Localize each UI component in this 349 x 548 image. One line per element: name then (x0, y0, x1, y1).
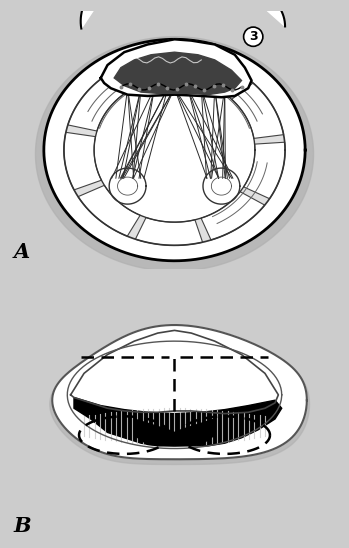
Polygon shape (67, 341, 282, 448)
Polygon shape (78, 185, 140, 236)
Polygon shape (52, 325, 307, 459)
Polygon shape (44, 39, 305, 261)
Polygon shape (64, 132, 102, 190)
Polygon shape (36, 37, 313, 271)
Polygon shape (70, 330, 279, 414)
Polygon shape (94, 78, 255, 222)
Polygon shape (114, 52, 242, 95)
Polygon shape (242, 0, 285, 26)
Polygon shape (182, 55, 247, 95)
Polygon shape (134, 419, 215, 446)
Text: B: B (14, 516, 31, 536)
Polygon shape (112, 55, 176, 91)
Polygon shape (50, 328, 310, 465)
Polygon shape (232, 83, 284, 139)
Polygon shape (74, 397, 282, 446)
Polygon shape (101, 39, 252, 97)
Polygon shape (81, 0, 116, 28)
Text: 3: 3 (249, 30, 258, 43)
Polygon shape (68, 76, 124, 131)
Polygon shape (201, 192, 265, 240)
Polygon shape (64, 55, 285, 246)
Polygon shape (244, 142, 285, 199)
Polygon shape (109, 168, 146, 204)
Polygon shape (203, 168, 240, 204)
Polygon shape (135, 218, 202, 246)
Text: A: A (14, 242, 30, 262)
